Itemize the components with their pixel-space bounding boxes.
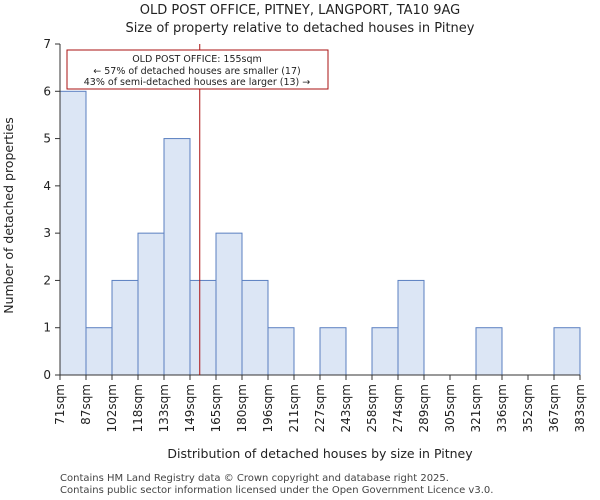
y-tick-label-0: 0 (43, 368, 51, 382)
x-tick-label-87sqm: 87sqm (79, 384, 93, 425)
bar-133sqm (163, 138, 191, 376)
bar-258sqm (371, 327, 399, 376)
bars-group (59, 90, 581, 376)
bar-87sqm (85, 327, 113, 376)
x-tick-label-102sqm: 102sqm (105, 384, 119, 432)
y-tick-label-6: 6 (43, 84, 51, 98)
y-tick-label-3: 3 (43, 226, 51, 240)
chart-title: OLD POST OFFICE, PITNEY, LANGPORT, TA10 … (139, 3, 461, 18)
x-tick-label-71sqm: 71sqm (53, 384, 67, 425)
x-tick-label-180sqm: 180sqm (235, 384, 249, 432)
annotation-box (66, 49, 329, 90)
y-tick-label-1: 1 (43, 321, 51, 335)
bar-321sqm (475, 327, 503, 376)
x-tick-label-367sqm: 367sqm (547, 384, 561, 432)
x-tick-label-336sqm: 336sqm (495, 384, 509, 432)
footer-line-1: Contains HM Land Registry data © Crown c… (60, 473, 449, 484)
x-tick-label-321sqm: 321sqm (469, 384, 483, 432)
y-axis: 0 1 2 3 4 5 6 7 (43, 37, 61, 382)
x-tick-label-274sqm: 274sqm (391, 384, 405, 432)
annotation-line-3: 43% of semi-detached houses are larger (… (84, 77, 311, 88)
x-tick-label-243sqm: 243sqm (339, 384, 353, 432)
bar-367sqm (553, 327, 581, 376)
y-tick-label-5: 5 (43, 132, 51, 146)
bar-227sqm (319, 327, 347, 376)
bar-165sqm (215, 232, 243, 376)
annotation-line-2: ← 57% of detached houses are smaller (17… (93, 66, 300, 77)
x-axis-label: Distribution of detached houses by size … (167, 446, 473, 461)
bar-180sqm (241, 279, 269, 376)
bar-71sqm (59, 90, 87, 376)
x-tick-label-196sqm: 196sqm (261, 384, 275, 432)
x-tick-label-305sqm: 305sqm (443, 384, 457, 432)
x-tick-label-211sqm: 211sqm (287, 384, 301, 432)
x-tick-label-133sqm: 133sqm (157, 384, 171, 432)
x-axis: 71sqm 87sqm 102sqm 118sqm 133sqm 149sqm 165sqm… (53, 374, 587, 432)
x-tick-label-149sqm: 149sqm (183, 384, 197, 432)
y-axis-label: Number of detached properties (1, 117, 16, 314)
x-tick-label-289sqm: 289sqm (417, 384, 431, 432)
x-tick-label-227sqm: 227sqm (313, 384, 327, 432)
x-tick-label-383sqm: 383sqm (573, 384, 587, 432)
bar-274sqm (397, 279, 425, 376)
bar-149sqm (189, 279, 217, 376)
bar-118sqm (137, 232, 165, 376)
x-tick-label-258sqm: 258sqm (365, 384, 379, 432)
footer-line-2: Contains public sector information licen… (60, 485, 494, 496)
y-tick-label-2: 2 (43, 273, 51, 287)
x-tick-label-118sqm: 118sqm (131, 384, 145, 432)
x-tick-label-352sqm: 352sqm (521, 384, 535, 432)
bar-102sqm (111, 279, 139, 376)
y-tick-label-7: 7 (43, 37, 51, 51)
x-tick-label-165sqm: 165sqm (209, 384, 223, 432)
annotation-line-1: OLD POST OFFICE: 155sqm (132, 54, 262, 65)
chart-subtitle: Size of property relative to detached ho… (125, 21, 475, 36)
bar-196sqm (267, 327, 295, 376)
y-tick-label-4: 4 (43, 179, 51, 193)
